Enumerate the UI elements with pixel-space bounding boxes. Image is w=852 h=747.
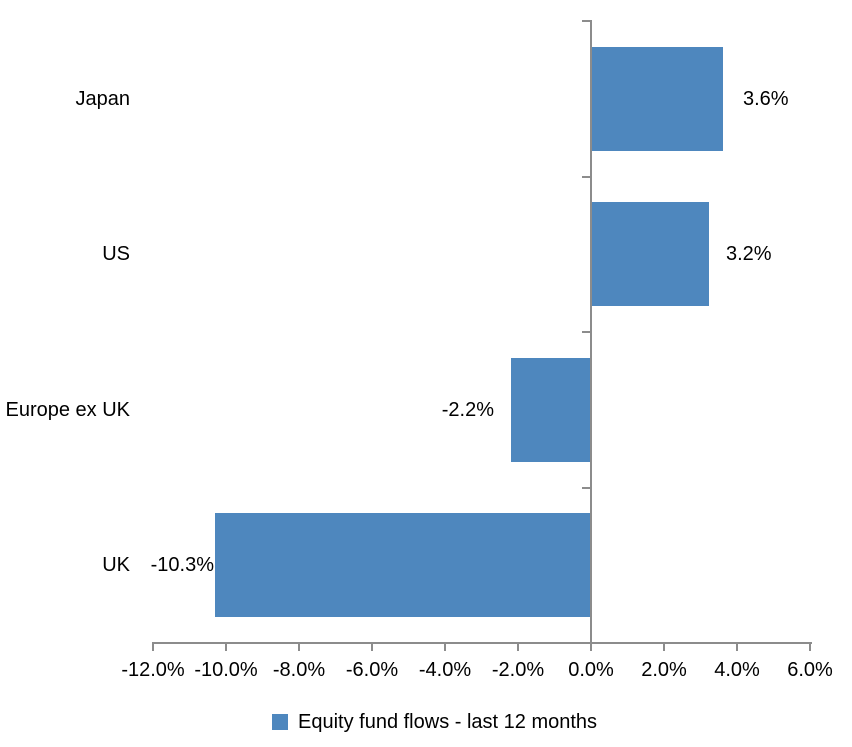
value-label-japan: 3.6% bbox=[743, 88, 789, 110]
y-axis-tick bbox=[582, 487, 591, 489]
x-axis-tick bbox=[444, 642, 446, 651]
x-axis-tick bbox=[663, 642, 665, 651]
x-axis-tick bbox=[809, 642, 811, 651]
bar-us bbox=[592, 202, 709, 306]
bar-japan bbox=[592, 47, 723, 151]
x-axis-tick bbox=[298, 642, 300, 651]
y-axis-tick bbox=[582, 331, 591, 333]
value-label-uk: -10.3% bbox=[150, 554, 214, 576]
x-axis-tick bbox=[152, 642, 154, 651]
y-axis-tick bbox=[582, 20, 591, 22]
x-tick-label: 2.0% bbox=[641, 659, 687, 681]
x-tick-label: -2.0% bbox=[491, 659, 545, 681]
x-axis-tick bbox=[590, 642, 592, 651]
x-axis-tick bbox=[371, 642, 373, 651]
x-axis-tick bbox=[736, 642, 738, 651]
legend-label: Equity fund flows - last 12 months bbox=[298, 711, 598, 733]
category-label-europe-ex-uk: Europe ex UK bbox=[5, 399, 130, 421]
legend: Equity fund flows - last 12 months bbox=[272, 710, 597, 734]
x-tick-label: -6.0% bbox=[345, 659, 399, 681]
x-axis-tick bbox=[225, 642, 227, 651]
value-label-us: 3.2% bbox=[726, 243, 772, 265]
y-axis-line bbox=[590, 20, 592, 643]
legend-swatch-icon bbox=[272, 714, 288, 730]
value-label-europe-ex-uk: -2.2% bbox=[441, 399, 494, 421]
category-label-uk: UK bbox=[102, 554, 130, 576]
x-tick-label: 6.0% bbox=[787, 659, 833, 681]
bar-europe-ex-uk bbox=[511, 358, 590, 462]
x-tick-label: -4.0% bbox=[418, 659, 472, 681]
y-axis-tick bbox=[582, 176, 591, 178]
x-axis-line bbox=[152, 642, 812, 644]
x-axis-tick bbox=[517, 642, 519, 651]
x-tick-label: 0.0% bbox=[568, 659, 614, 681]
bar-uk bbox=[215, 513, 590, 617]
x-tick-label: -8.0% bbox=[272, 659, 326, 681]
x-tick-label: -12.0% bbox=[121, 659, 185, 681]
category-label-us: US bbox=[102, 243, 130, 265]
category-label-japan: Japan bbox=[75, 88, 131, 110]
x-tick-label: 4.0% bbox=[714, 659, 760, 681]
x-tick-label: -10.0% bbox=[194, 659, 258, 681]
